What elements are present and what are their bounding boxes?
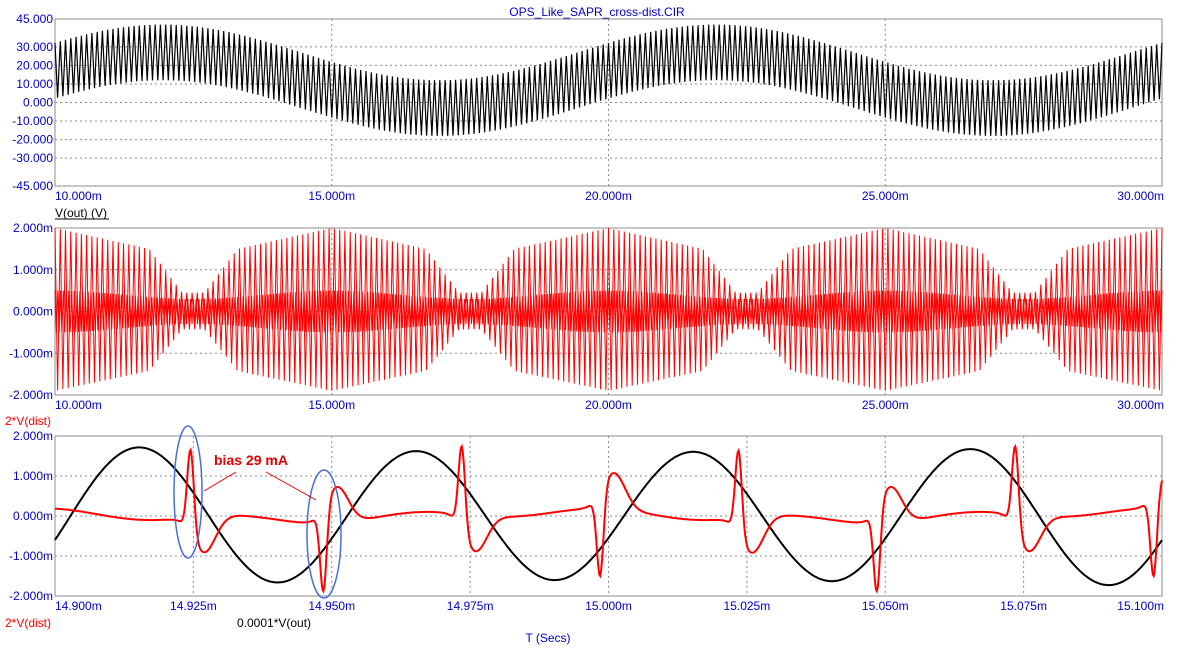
- x-axis-ticks: 10.000m 15.000m 20.000m 25.000m 30.000m: [55, 398, 1164, 412]
- y-tick-label: 45.000: [16, 12, 53, 26]
- x-tick-label: 15.050m: [862, 599, 909, 613]
- y-tick-label: 0.000m: [13, 305, 53, 319]
- series-label-dist-zoom: 2*V(dist): [5, 616, 51, 630]
- x-tick-label: 20.000m: [585, 398, 632, 412]
- x-tick-label: 10.000m: [55, 398, 102, 412]
- series-line-dist: [54, 227, 1163, 391]
- y-tick-label: 1.000m: [13, 263, 53, 277]
- y-tick-label: 10.000: [16, 77, 53, 91]
- x-tick-label: 14.900m: [55, 599, 102, 613]
- y-axis-ticks: 2.000m 1.000m 0.000m -1.000m -2.000m: [9, 221, 53, 402]
- trace-scaled-vout: [54, 446, 1163, 587]
- y-tick-label: -1.000m: [9, 346, 53, 360]
- x-axis-ticks: 10.000m 15.000m 20.000m 25.000m 30.000m: [55, 189, 1164, 203]
- x-tick-label: 15.075m: [1000, 599, 1047, 613]
- x-tick-label: 14.925m: [170, 599, 217, 613]
- y-tick-label: -45.000: [12, 179, 53, 193]
- x-axis-ticks: 14.900m 14.925m 14.950m 14.975m 15.000m 15.02…: [55, 599, 1164, 613]
- series-line-vout: [54, 24, 1163, 136]
- y-axis-ticks: 2.000m 1.000m 0.000m -1.000m -2.000m: [9, 429, 53, 603]
- trace-dist: [54, 227, 1163, 391]
- x-tick-label: 14.975m: [447, 599, 494, 613]
- y-tick-label: 2.000m: [13, 429, 53, 443]
- panel-bottom-zoom[interactable]: 2.000m 1.000m 0.000m -1.000m -2.000m 14.900m…: [5, 425, 1164, 645]
- x-tick-label: 30.000m: [1117, 189, 1164, 203]
- y-tick-label: -2.000m: [9, 589, 53, 603]
- y-tick-label: 0.000: [23, 96, 53, 110]
- annotation-bias: bias 29 mA: [214, 452, 288, 468]
- y-tick-label: 1.000m: [13, 469, 53, 483]
- y-tick-label: 2.000m: [13, 221, 53, 235]
- annotation-ellipse-1: [173, 425, 203, 559]
- x-tick-label: 15.000m: [585, 599, 632, 613]
- series-line-scaled-vout: [54, 446, 1163, 587]
- trace-vout: [54, 24, 1163, 136]
- annotation-ellipse-2: [306, 469, 342, 599]
- x-tick-label: 15.100m: [1117, 599, 1164, 613]
- series-band-dist: [54, 290, 1163, 333]
- grid: [55, 436, 1162, 596]
- x-tick-label: 10.000m: [55, 189, 102, 203]
- annotation-arrow-2: [265, 471, 317, 501]
- x-axis-label: T (Secs): [525, 631, 570, 645]
- panel-middle-dist[interactable]: 2.000m 1.000m 0.000m -1.000m -2.000m 10.000m…: [5, 221, 1164, 428]
- y-tick-label: 30.000: [16, 40, 53, 54]
- y-tick-label: -1.000m: [9, 549, 53, 563]
- series-label-vout: V(out) (V): [55, 206, 107, 220]
- annotation-arrow-1: [203, 471, 237, 492]
- x-tick-label: 30.000m: [1117, 398, 1164, 412]
- y-tick-label: 20.000: [16, 58, 53, 72]
- x-tick-label: 14.950m: [308, 599, 355, 613]
- panel-top-vout[interactable]: 45.000 30.000 20.000 10.000 0.000 -10.000 -20.…: [12, 12, 1164, 220]
- x-tick-label: 25.000m: [862, 189, 909, 203]
- series-line-dist-zoom: [55, 443, 1163, 594]
- x-tick-label: 15.000m: [308, 398, 355, 412]
- plot-title: OPS_Like_SAPR_cross-dist.CIR: [509, 5, 685, 19]
- trace-dist-zoom: [55, 443, 1163, 594]
- x-tick-label: 20.000m: [585, 189, 632, 203]
- y-tick-label: -2.000m: [9, 388, 53, 402]
- series-label-scaled-vout: 0.0001*V(out): [237, 616, 311, 630]
- x-tick-label: 25.000m: [862, 398, 909, 412]
- y-tick-label: -30.000: [12, 151, 53, 165]
- x-tick-label: 15.025m: [724, 599, 771, 613]
- y-axis-ticks: 45.000 30.000 20.000 10.000 0.000 -10.000 -20.…: [12, 12, 53, 193]
- series-label-dist: 2*V(dist): [5, 414, 51, 428]
- x-tick-label: 15.000m: [308, 189, 355, 203]
- y-tick-label: -20.000: [12, 133, 53, 147]
- y-tick-label: -10.000: [12, 114, 53, 128]
- y-tick-label: 0.000m: [13, 509, 53, 523]
